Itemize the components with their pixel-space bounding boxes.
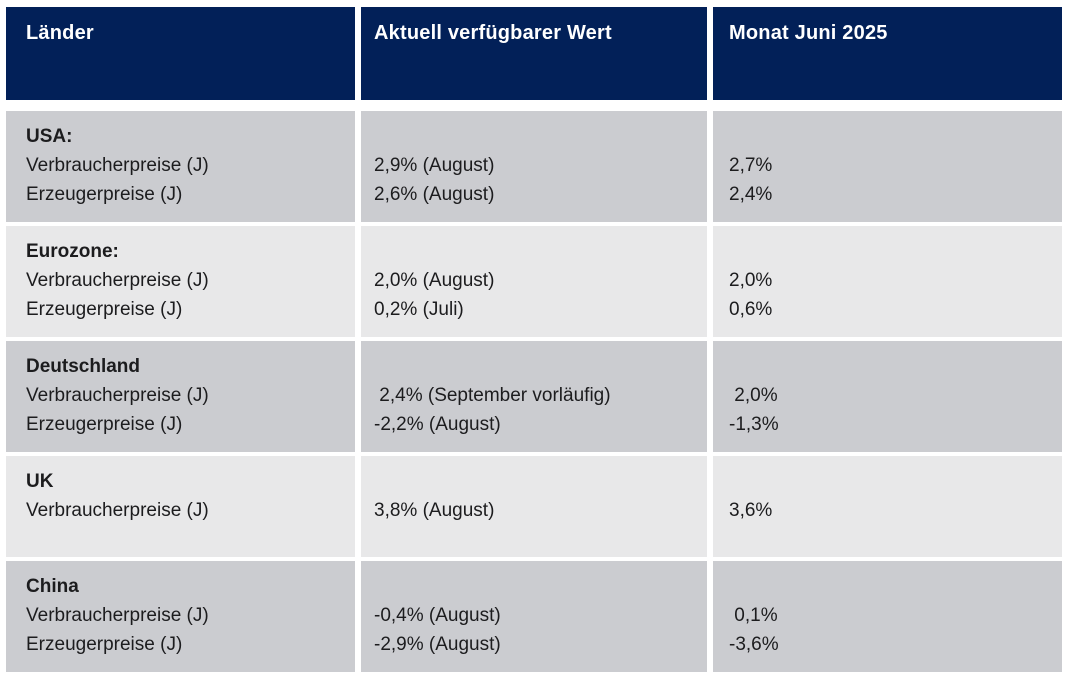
- metric-label: Verbraucherpreise (J): [26, 605, 209, 626]
- monat-value: 0,1%: [729, 605, 778, 626]
- monat-value: 2,0%: [729, 385, 778, 406]
- spacer: [374, 572, 699, 601]
- spacer: [729, 352, 1054, 381]
- country-name: China: [26, 576, 79, 597]
- column-header-laender: Länder: [6, 7, 355, 100]
- monat-value-cell: 2,0% -1,3%: [713, 341, 1062, 452]
- monat-value: -3,6%: [729, 634, 779, 655]
- current-value: 2,6% (August): [374, 184, 495, 205]
- metric-label: Verbraucherpreise (J): [26, 385, 209, 406]
- monat-value-cell: 3,6%: [713, 456, 1062, 557]
- table-body: USA: Verbraucherpreise (J) Erzeugerpreise …: [6, 111, 1062, 672]
- spacer: [729, 572, 1054, 601]
- monat-value: 3,6%: [729, 500, 773, 521]
- table-row: China Verbraucherpreise (J) Erzeugerpreise…: [6, 561, 1062, 672]
- current-value: -2,2% (August): [374, 414, 501, 435]
- table-row: Deutschland Verbraucherpreise (J) Erzeuger…: [6, 341, 1062, 452]
- current-value-cell: 2,0% (August) 0,2% (Juli): [361, 226, 707, 337]
- spacer: [374, 237, 699, 266]
- monat-value: 2,4%: [729, 184, 773, 205]
- inflation-table: Länder Aktuell verfügbarer Wert Monat Ju…: [6, 7, 1062, 676]
- current-value-cell: 2,4% (September vorläufig) -2,2% (August): [361, 341, 707, 452]
- table-row: Eurozone: Verbraucherpreise (J) Erzeugerpr…: [6, 226, 1062, 337]
- table-row: USA: Verbraucherpreise (J) Erzeugerpreise …: [6, 111, 1062, 222]
- monat-value: 2,7%: [729, 155, 773, 176]
- table-header-row: Länder Aktuell verfügbarer Wert Monat Ju…: [6, 7, 1062, 100]
- metric-label: Verbraucherpreise (J): [26, 155, 209, 176]
- current-value-cell: -0,4% (August) -2,9% (August): [361, 561, 707, 672]
- country-cell: USA: Verbraucherpreise (J) Erzeugerpreise …: [6, 111, 355, 222]
- current-value: 2,0% (August): [374, 270, 495, 291]
- spacer: [374, 352, 699, 381]
- country-cell: UK Verbraucherpreise (J): [6, 456, 355, 557]
- metric-label: Erzeugerpreise (J): [26, 299, 183, 320]
- spacer: [729, 467, 1054, 496]
- current-value-cell: 3,8% (August): [361, 456, 707, 557]
- country-name: UK: [26, 471, 54, 492]
- spacer: [374, 122, 699, 151]
- country-cell: Deutschland Verbraucherpreise (J) Erzeuger…: [6, 341, 355, 452]
- spacer: [729, 237, 1054, 266]
- monat-value: -1,3%: [729, 414, 779, 435]
- metric-label: Erzeugerpreise (J): [26, 634, 183, 655]
- current-value: 3,8% (August): [374, 500, 495, 521]
- monat-value: 2,0%: [729, 270, 773, 291]
- country-name: Deutschland: [26, 356, 141, 377]
- metric-label: Erzeugerpreise (J): [26, 184, 183, 205]
- monat-value-cell: 2,0% 0,6%: [713, 226, 1062, 337]
- monat-value: 0,6%: [729, 299, 773, 320]
- country-cell: China Verbraucherpreise (J) Erzeugerpreise…: [6, 561, 355, 672]
- table-row: UK Verbraucherpreise (J) 3,8% (August) 3,6%: [6, 456, 1062, 557]
- column-header-aktueller-wert: Aktuell verfügbarer Wert: [361, 7, 707, 100]
- metric-label: Verbraucherpreise (J): [26, 500, 209, 521]
- country-name: Eurozone:: [26, 241, 119, 262]
- monat-value-cell: 2,7% 2,4%: [713, 111, 1062, 222]
- metric-label: Verbraucherpreise (J): [26, 270, 209, 291]
- current-value: -0,4% (August): [374, 605, 501, 626]
- country-name: USA:: [26, 126, 73, 147]
- spacer: [729, 122, 1054, 151]
- current-value: 2,4% (September vorläufig): [374, 385, 611, 406]
- spacer: [374, 467, 699, 496]
- current-value: -2,9% (August): [374, 634, 501, 655]
- column-header-monat-juni-2025: Monat Juni 2025: [713, 7, 1062, 100]
- current-value-cell: 2,9% (August) 2,6% (August): [361, 111, 707, 222]
- current-value: 0,2% (Juli): [374, 299, 464, 320]
- monat-value-cell: 0,1% -3,6%: [713, 561, 1062, 672]
- country-cell: Eurozone: Verbraucherpreise (J) Erzeugerpr…: [6, 226, 355, 337]
- metric-label: Erzeugerpreise (J): [26, 414, 183, 435]
- current-value: 2,9% (August): [374, 155, 495, 176]
